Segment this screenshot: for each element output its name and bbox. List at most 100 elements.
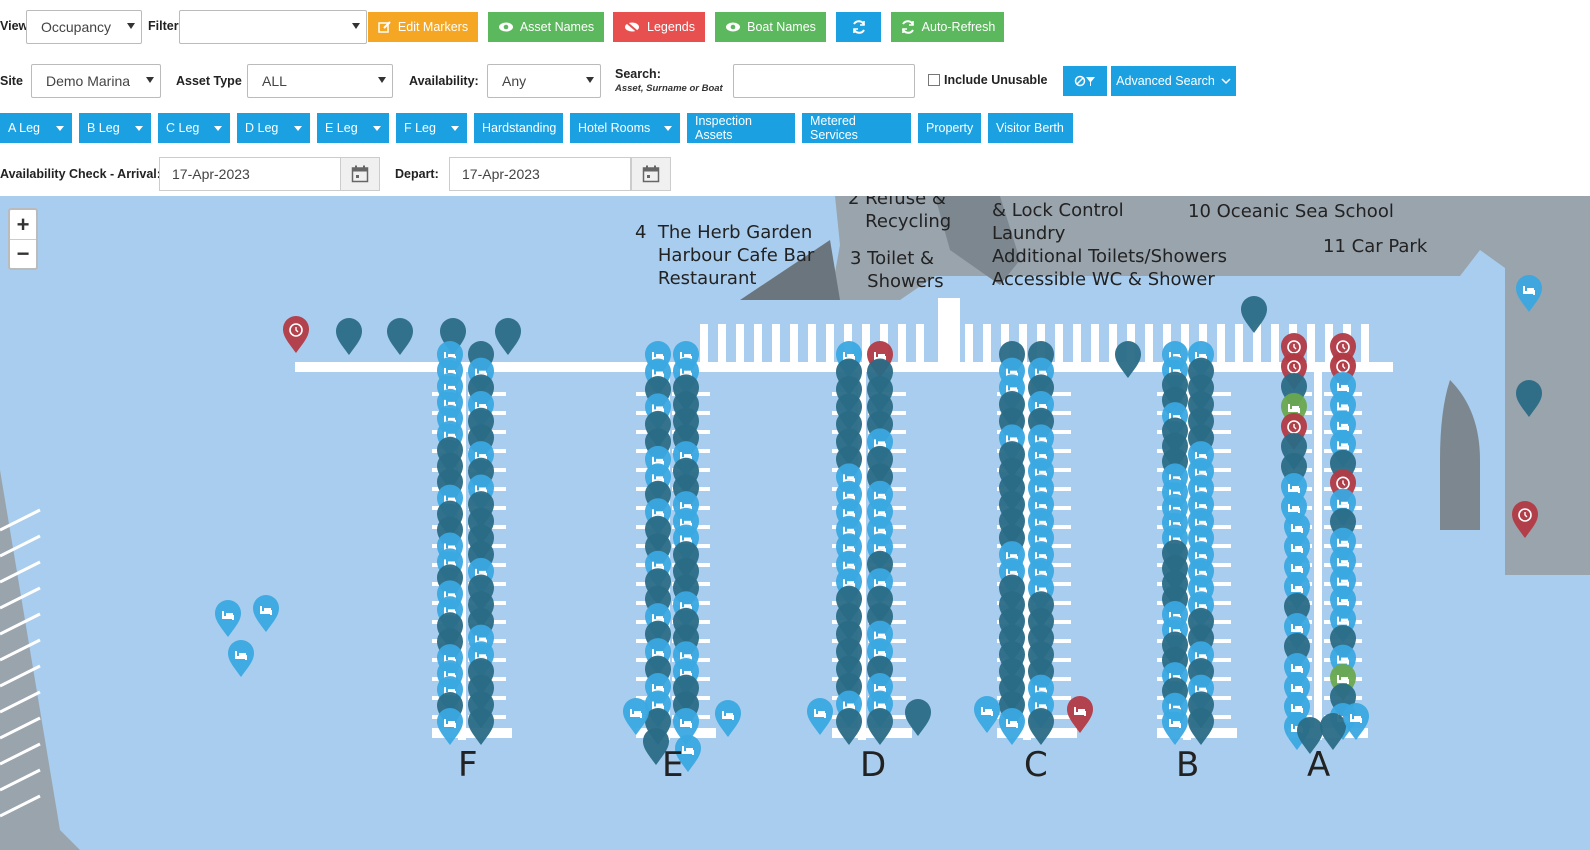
berth-marker[interactable] <box>468 708 494 745</box>
availability-select[interactable]: Any <box>487 64 601 98</box>
bed-icon <box>1006 368 1008 377</box>
advanced-search-button[interactable]: Advanced Search <box>1111 66 1236 96</box>
berth-marker[interactable] <box>836 708 862 745</box>
berth-marker[interactable] <box>807 698 833 735</box>
bed-icon <box>1045 539 1047 545</box>
berth-marker[interactable] <box>253 595 279 632</box>
bed-icon <box>726 713 733 716</box>
bed-icon <box>448 497 455 501</box>
depart-date-input[interactable]: 17-Apr-2023 <box>449 157 631 191</box>
bed-icon <box>884 356 886 361</box>
zoom-in-button[interactable]: + <box>16 211 30 237</box>
include-unusable-checkbox[interactable] <box>928 74 940 86</box>
leg-e-button[interactable]: E Leg <box>317 113 389 143</box>
asset-names-button[interactable]: Asset Names <box>488 12 604 42</box>
hardstanding-label: Hardstanding <box>482 121 557 135</box>
caret-down-icon[interactable] <box>56 125 64 131</box>
hardstanding-button[interactable]: Hardstanding <box>474 113 563 143</box>
berth-marker[interactable] <box>1162 708 1188 745</box>
berth-marker[interactable] <box>215 600 241 637</box>
caret-down-icon[interactable] <box>451 125 459 131</box>
berth-marker[interactable] <box>673 708 699 745</box>
arrival-date-input[interactable]: 17-Apr-2023 <box>159 157 341 191</box>
bed-icon <box>991 711 993 716</box>
berth-marker[interactable] <box>387 318 413 355</box>
edit-markers-button[interactable]: Edit Markers <box>368 12 478 42</box>
caret-down-icon[interactable] <box>294 125 302 131</box>
berth-marker[interactable] <box>974 696 1000 733</box>
depart-calendar-button[interactable] <box>631 157 671 191</box>
bed-icon <box>448 561 455 565</box>
bed-icon <box>1039 370 1046 374</box>
caret-down-icon[interactable] <box>135 125 143 131</box>
boat-names-button[interactable]: Boat Names <box>715 12 826 42</box>
bed-icon <box>1035 568 1037 577</box>
berth-marker[interactable] <box>1188 708 1214 745</box>
berth-marker[interactable] <box>1320 713 1346 750</box>
berth-marker[interactable] <box>1067 696 1093 733</box>
leg-b-button[interactable]: B Leg <box>79 113 151 143</box>
berth-marker[interactable] <box>1512 501 1538 538</box>
marina-map[interactable]: + − 2 Refuse & Recycling 4 The Herb Gard… <box>0 196 1590 850</box>
asset-type-select[interactable]: ALL <box>247 64 393 98</box>
berth-marker[interactable] <box>999 708 1025 745</box>
berth-marker[interactable] <box>715 700 741 737</box>
inspection-assets-button[interactable]: Inspection Assets <box>687 113 795 143</box>
site-select[interactable]: Demo Marina <box>31 64 161 98</box>
berth-marker[interactable] <box>675 735 701 772</box>
berth-marker[interactable] <box>905 699 931 736</box>
caret-down-icon[interactable] <box>373 125 381 131</box>
leg-d-button[interactable]: D Leg <box>237 113 310 143</box>
hotel-rooms-button[interactable]: Hotel Rooms <box>570 113 680 143</box>
berth-marker[interactable] <box>1343 703 1369 740</box>
metered-services-button[interactable]: Metered Services <box>802 113 911 143</box>
bed-icon <box>1288 489 1300 492</box>
berth-markers[interactable] <box>215 275 1542 772</box>
shore-line <box>0 690 41 714</box>
berth-marker[interactable] <box>1516 380 1542 417</box>
berth-marker[interactable] <box>336 318 362 355</box>
bed-icon <box>1347 620 1349 626</box>
berth-marker[interactable] <box>495 318 521 355</box>
auto-refresh-button[interactable]: Auto-Refresh <box>891 12 1004 42</box>
refresh-button[interactable] <box>836 12 881 42</box>
bed-icon <box>1337 655 1339 664</box>
boat-names-label: Boat Names <box>747 20 816 34</box>
zoom-control[interactable]: + − <box>8 208 38 270</box>
finger-pontoon <box>1055 324 1063 364</box>
bed-icon <box>1301 548 1303 553</box>
berth-marker[interactable] <box>623 698 649 735</box>
shore-line <box>0 638 41 662</box>
bed-icon <box>680 724 692 727</box>
property-button[interactable]: Property <box>918 113 981 143</box>
berth-marker[interactable] <box>228 640 254 677</box>
caret-down-icon[interactable] <box>214 125 222 131</box>
leg-f-button[interactable]: F Leg <box>396 113 467 143</box>
search-input[interactable] <box>733 64 915 98</box>
view-select[interactable]: Occupancy <box>26 10 142 44</box>
caret-down-icon[interactable] <box>664 125 672 131</box>
bed-icon <box>1295 586 1302 589</box>
berth-marker[interactable] <box>643 728 669 765</box>
berth-marker[interactable] <box>283 316 309 353</box>
pier-label-d: D <box>860 745 887 785</box>
berth-marker[interactable] <box>1115 341 1141 378</box>
visitor-berth-button[interactable]: Visitor Berth <box>988 113 1073 143</box>
legends-button[interactable]: Legends <box>613 12 705 42</box>
map-pin-icon <box>468 708 494 745</box>
zoom-out-button[interactable]: − <box>10 239 36 268</box>
berth-marker[interactable] <box>1516 275 1542 312</box>
leg-a-button[interactable]: A Leg <box>0 113 72 143</box>
filter-select[interactable] <box>179 10 367 44</box>
berth-marker[interactable] <box>1297 717 1323 754</box>
bed-icon <box>1169 474 1171 483</box>
bed-icon <box>680 719 682 727</box>
bed-icon <box>878 493 885 497</box>
berth-marker[interactable] <box>867 708 893 745</box>
leg-c-button[interactable]: C Leg <box>158 113 230 143</box>
berth-marker[interactable] <box>1241 296 1267 333</box>
clear-filter-button[interactable] <box>1063 66 1107 96</box>
arrival-calendar-button[interactable] <box>340 157 380 191</box>
berth-marker[interactable] <box>1028 708 1054 745</box>
berth-marker[interactable] <box>437 708 463 745</box>
